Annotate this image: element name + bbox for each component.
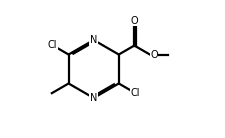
Text: O: O: [130, 16, 137, 26]
Text: Cl: Cl: [130, 88, 139, 98]
Text: N: N: [90, 35, 97, 45]
Text: Cl: Cl: [47, 40, 57, 50]
Text: N: N: [90, 93, 97, 103]
Text: O: O: [149, 50, 157, 59]
